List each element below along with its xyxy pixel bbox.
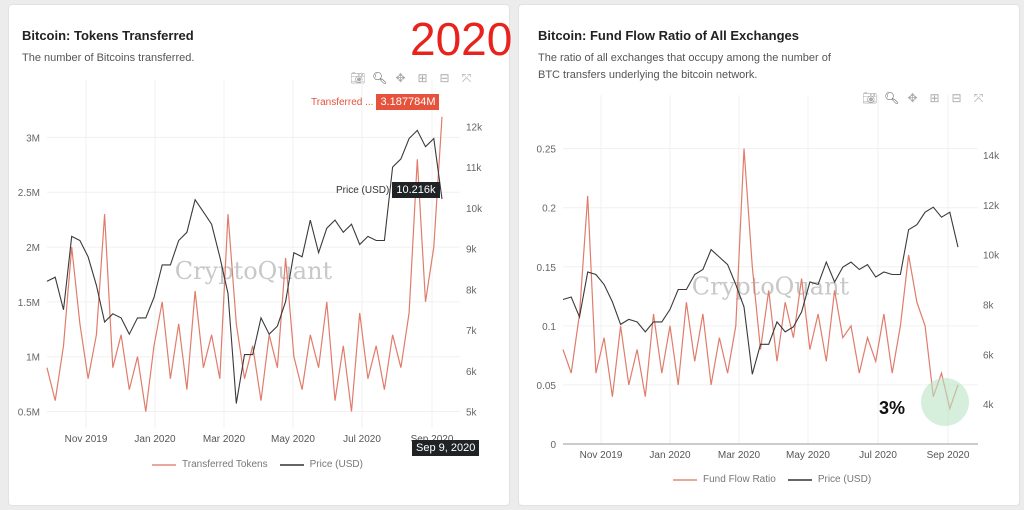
percent-annotation: 3% bbox=[879, 398, 906, 418]
legend-swatch-price bbox=[279, 463, 304, 466]
legend-swatch-tokens bbox=[152, 463, 176, 466]
autoscale-icon[interactable]: ⤧ bbox=[973, 91, 984, 105]
y-left-tick-label: 0.1 bbox=[542, 322, 556, 333]
legend-item-ratio[interactable]: Fund Flow Ratio bbox=[703, 474, 776, 485]
y-right-tick-label: 10k bbox=[983, 251, 1000, 262]
series-line-fund-flow-ratio bbox=[562, 148, 959, 411]
zoom-icon[interactable]: 🔍︎ bbox=[884, 91, 900, 105]
right-chart-legend: Fund Flow Ratio Price (USD) bbox=[673, 474, 871, 485]
legend-swatch-ratio bbox=[673, 478, 697, 481]
left-chart-title: Bitcoin: Tokens Transferred bbox=[22, 28, 194, 43]
y-left-tick-label: 0.15 bbox=[537, 263, 557, 274]
tooltip-series-name: Price (USD) bbox=[336, 184, 390, 196]
x-tick-label: Sep 2020 bbox=[927, 450, 970, 461]
camera-icon[interactable]: 📷︎ bbox=[350, 71, 366, 85]
series-line-price-usd- bbox=[562, 206, 959, 375]
highlight-circle bbox=[921, 378, 969, 426]
x-tick-label: May 2020 bbox=[271, 434, 315, 445]
legend-item-price[interactable]: Price (USD) bbox=[309, 459, 363, 470]
pan-icon[interactable]: ✥ bbox=[907, 91, 918, 105]
x-tick-label: Jul 2020 bbox=[343, 434, 381, 445]
right-chart-subtitle: The ratio of all exchanges that occupy a… bbox=[538, 52, 831, 81]
y-left-tick-label: 1M bbox=[26, 353, 40, 364]
year-overlay-label: 2020 bbox=[410, 13, 513, 65]
series-line-price-usd- bbox=[46, 129, 443, 404]
x-tick-label: Jan 2020 bbox=[649, 450, 691, 461]
x-tick-label: Mar 2020 bbox=[203, 434, 246, 445]
y-right-tick-label: 10k bbox=[466, 204, 483, 215]
legend-swatch-price bbox=[787, 478, 812, 481]
y-right-tick-label: 7k bbox=[466, 326, 478, 337]
zoom-out-icon[interactable]: ⊟ bbox=[439, 71, 450, 85]
watermark: CryptoQuant bbox=[692, 273, 850, 301]
autoscale-icon[interactable]: ⤧ bbox=[461, 71, 472, 85]
y-right-tick-label: 6k bbox=[983, 350, 995, 361]
y-left-tick-label: 2.5M bbox=[18, 188, 40, 199]
y-left-tick-label: 2M bbox=[26, 243, 40, 254]
right-chart-title: Bitcoin: Fund Flow Ratio of All Exchange… bbox=[538, 28, 799, 43]
tooltip-date: Sep 9, 2020 bbox=[412, 440, 480, 456]
tooltip-value: 10.216k bbox=[392, 182, 440, 198]
zoom-out-icon[interactable]: ⊟ bbox=[951, 91, 962, 105]
camera-icon[interactable]: 📷︎ bbox=[862, 91, 878, 105]
y-right-tick-label: 11k bbox=[466, 163, 482, 174]
y-left-tick-label: 0.25 bbox=[537, 145, 557, 156]
y-right-tick-label: 4k bbox=[983, 400, 995, 411]
left-chart-toolbar: 📷︎ 🔍︎ ✥ ⊞ ⊟ ⤧ bbox=[350, 71, 473, 86]
legend-item-price[interactable]: Price (USD) bbox=[817, 474, 872, 485]
price-hover-tooltip: Price (USD) 10.216k bbox=[336, 182, 440, 198]
y-right-tick-label: 8k bbox=[466, 285, 478, 296]
zoom-in-icon[interactable]: ⊞ bbox=[417, 71, 428, 85]
zoom-icon[interactable]: 🔍︎ bbox=[372, 71, 388, 85]
x-tick-label: Jan 2020 bbox=[134, 434, 176, 445]
y-right-tick-label: 12k bbox=[466, 122, 483, 133]
date-hover-tooltip: Sep 9, 2020 bbox=[412, 440, 480, 456]
y-left-tick-label: 0 bbox=[550, 440, 556, 451]
y-left-tick-label: 0.5M bbox=[18, 408, 40, 419]
y-right-tick-label: 9k bbox=[466, 245, 478, 256]
y-right-tick-label: 8k bbox=[983, 300, 995, 311]
tokens-transferred-card bbox=[8, 4, 510, 506]
left-chart-subtitle: The number of Bitcoins transferred. bbox=[22, 52, 195, 64]
watermark: CryptoQuant bbox=[175, 257, 333, 285]
x-tick-label: Jul 2020 bbox=[859, 450, 897, 461]
x-tick-label: Sep 2020 bbox=[411, 434, 454, 445]
tooltip-series-name: Transferred ... bbox=[311, 96, 374, 108]
x-tick-label: May 2020 bbox=[786, 450, 830, 461]
pan-icon[interactable]: ✥ bbox=[395, 71, 406, 85]
legend-item-tokens[interactable]: Transferred Tokens bbox=[182, 459, 268, 470]
left-chart-legend: Transferred Tokens Price (USD) bbox=[152, 459, 363, 470]
y-right-tick-label: 14k bbox=[983, 151, 1000, 162]
zoom-in-icon[interactable]: ⊞ bbox=[929, 91, 940, 105]
y-left-tick-label: 3M bbox=[26, 133, 40, 144]
x-tick-label: Nov 2019 bbox=[580, 450, 623, 461]
y-right-tick-label: 6k bbox=[466, 367, 478, 378]
y-right-tick-label: 5k bbox=[466, 408, 478, 419]
x-tick-label: Mar 2020 bbox=[718, 450, 761, 461]
tokens-hover-tooltip: Transferred ... 3.187784M bbox=[311, 94, 440, 110]
tooltip-value: 3.187784M bbox=[376, 94, 440, 110]
y-left-tick-label: 0.05 bbox=[537, 381, 557, 392]
right-chart-toolbar: 📷︎ 🔍︎ ✥ ⊞ ⊟ ⤧ bbox=[862, 91, 985, 106]
series-line-transferred-tokens bbox=[46, 116, 443, 412]
y-right-tick-label: 12k bbox=[983, 201, 1000, 212]
y-left-tick-label: 0.2 bbox=[542, 204, 556, 215]
x-tick-label: Nov 2019 bbox=[65, 434, 108, 445]
y-left-tick-label: 1.5M bbox=[18, 298, 40, 309]
